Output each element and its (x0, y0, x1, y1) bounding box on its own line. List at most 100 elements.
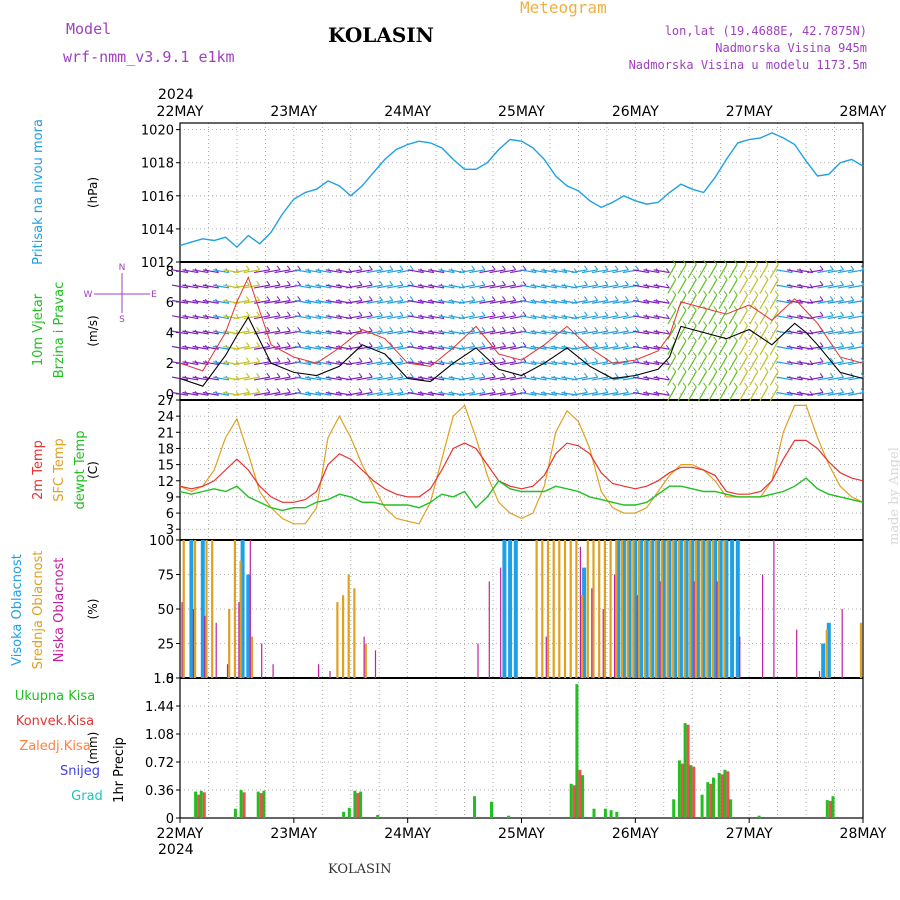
wind-barb (182, 269, 199, 274)
wind-barb (520, 315, 537, 320)
wind-barb-tick (584, 265, 588, 271)
wind-barb-tick (358, 372, 363, 378)
wind-barb (489, 315, 506, 320)
wind-barb (687, 325, 697, 340)
wind-barb (837, 315, 854, 320)
wind-barb (520, 269, 537, 274)
cloud-bar (250, 636, 254, 678)
y-tick-label: 18 (157, 442, 174, 457)
wind-barb (848, 315, 865, 320)
wind-barb (728, 340, 738, 356)
wind-barb (366, 391, 383, 396)
wind-barb-tick (276, 357, 281, 363)
wind-barb (728, 355, 738, 371)
cloud-axis-label: Srednja Oblacnost (31, 551, 46, 670)
wind-barb (581, 284, 598, 289)
wind-barb-tick (245, 342, 250, 347)
wind-barb (489, 284, 506, 289)
wind-barb-tick (840, 326, 844, 332)
wind-barb (769, 371, 779, 386)
wind-barb-tick (584, 296, 588, 301)
wind-barb (520, 330, 537, 335)
wind-barb-tick (860, 388, 865, 393)
wind-barb-tick (471, 311, 476, 317)
wind-barb (738, 294, 748, 310)
cloud-bar (182, 540, 185, 678)
cloud-bar (659, 581, 661, 678)
wind-barb-tick (713, 259, 718, 265)
wind-barb (708, 325, 718, 340)
wind-barb (667, 279, 677, 294)
wind-barb (212, 284, 229, 289)
wind-barb (612, 299, 629, 304)
wind-barb (202, 299, 219, 304)
precip-bar (490, 801, 493, 818)
wind-barb-tick (703, 321, 707, 326)
wind-barb (718, 294, 728, 310)
cloud-bar (602, 609, 604, 678)
unit-label: (m/s) (86, 315, 100, 346)
wind-barb (499, 284, 516, 289)
location-title: KOLASIN (328, 23, 434, 47)
wind-barb-tick (703, 351, 707, 357)
wind-barb-tick (754, 305, 759, 311)
wind-barb-tick (860, 357, 865, 363)
wind-barb-tick (703, 259, 707, 265)
cloud-bar (614, 574, 616, 678)
wind-barb (643, 299, 660, 304)
wind-barb-tick (614, 265, 619, 271)
wind-barb-tick (692, 275, 697, 280)
wind-barb (274, 345, 291, 350)
wind-barb-tick (389, 326, 394, 332)
wind-barb (643, 361, 660, 366)
wind-barb (786, 299, 803, 304)
wind-barb (571, 269, 588, 274)
wind-barb (243, 361, 260, 366)
wind-barb (708, 263, 718, 279)
wind-barb (438, 391, 455, 396)
wind-barb-tick (672, 275, 677, 280)
wind-barb (346, 376, 363, 381)
wind-barb (786, 315, 803, 320)
x-tick-label-top: 24MAY (384, 104, 431, 120)
wind-barb (776, 361, 793, 366)
wind-barb (817, 269, 834, 274)
wind-barb-tick (245, 280, 250, 286)
pressure-axis-label: Pritisak na nivou mora (31, 119, 46, 265)
wind-barb (708, 371, 718, 386)
wind-barb-tick (723, 290, 728, 296)
wind-barb (677, 371, 687, 386)
cloud-bar (592, 540, 595, 678)
cloud-bar (661, 540, 666, 678)
y-tick-label: 0 (166, 812, 174, 827)
wind-barb-tick (614, 357, 619, 363)
wind-barb (581, 299, 598, 304)
wind-barb (243, 330, 260, 335)
wind-barb-tick (850, 280, 855, 286)
wind-barb-tick (512, 296, 517, 301)
cloud-bar (667, 540, 672, 678)
wind-barb-tick (625, 280, 629, 286)
wind-barb-tick (713, 305, 718, 311)
wind-barb (592, 299, 609, 304)
wind-barb (274, 315, 291, 320)
wind-barb (728, 263, 738, 279)
wind-barb (356, 391, 373, 396)
wind-barb (749, 340, 759, 356)
wind-barb-tick (733, 259, 738, 265)
wind-barb (667, 309, 677, 325)
wind-barb (438, 330, 455, 335)
cloud-bar (684, 540, 689, 678)
wind-barb (376, 361, 393, 366)
wind-barb (376, 330, 393, 335)
wind-barb (192, 361, 209, 366)
wind-barb-tick (409, 265, 414, 271)
wind-barb (182, 376, 199, 381)
wind-barb-tick (512, 280, 517, 286)
wind-barb-tick (819, 388, 824, 393)
precip-legend-item: Grad (71, 789, 103, 804)
compass-e: E (151, 290, 157, 300)
precip-bar (677, 760, 681, 818)
wind-barb (469, 330, 486, 335)
wind-barb (520, 299, 537, 304)
